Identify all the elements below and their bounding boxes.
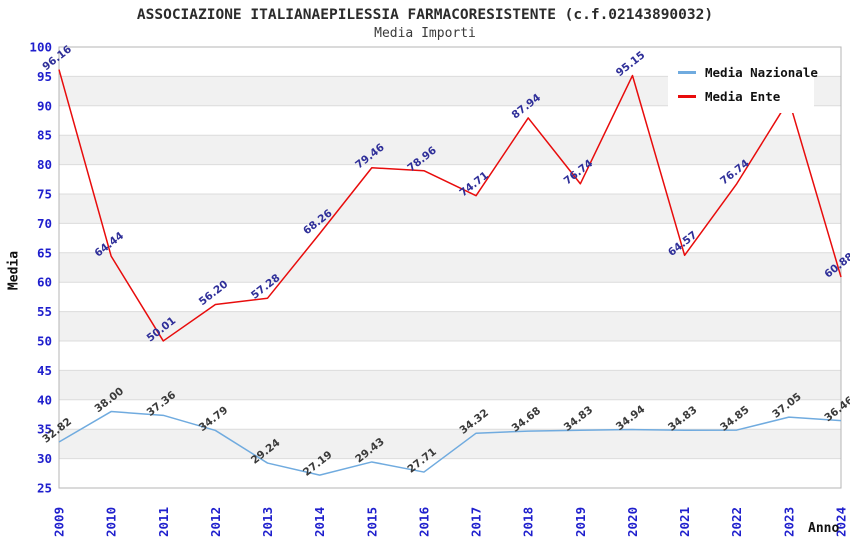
- y-tick-label: 80: [37, 157, 52, 172]
- legend-item-media-ente: Media Ente: [668, 84, 814, 108]
- legend: Media Nazionale Media Ente: [668, 55, 818, 113]
- x-tick-label: 2019: [573, 507, 588, 537]
- x-tick-label: 2018: [521, 507, 536, 537]
- y-tick-label: 65: [37, 245, 52, 260]
- x-tick-label: 2024: [834, 507, 849, 537]
- media-nazionale-line-swatch: [678, 70, 696, 74]
- plot-band: [59, 194, 841, 224]
- legend-label-media-nazionale: Media Nazionale: [705, 64, 818, 80]
- plot-band: [59, 370, 841, 400]
- y-tick-label: 35: [37, 422, 52, 437]
- x-tick-label: 2011: [156, 507, 171, 537]
- plot-band: [59, 429, 841, 459]
- plot-border: [58, 46, 842, 489]
- y-tick-label: 40: [37, 392, 52, 407]
- y-tick-label: 25: [37, 481, 52, 496]
- y-tick-label: 50: [37, 334, 52, 349]
- y-tick-label: 60: [37, 275, 52, 290]
- x-axis-title: Anno: [808, 521, 840, 536]
- y-axis-title: Media: [6, 250, 22, 291]
- x-tick-label: 2017: [469, 507, 484, 537]
- media-nazionale-line: [58, 410, 842, 476]
- x-tick-label: 2023: [781, 507, 796, 537]
- media-ente-line: [58, 69, 842, 342]
- plot-band: [59, 252, 841, 283]
- y-tick-label: 95: [37, 69, 52, 84]
- y-tick-label: 45: [37, 363, 52, 378]
- media-nazionale-point-label: 34.94: [614, 403, 648, 433]
- y-tick-label: 75: [37, 187, 52, 202]
- y-tick-label: 90: [37, 98, 52, 113]
- plot-band: [59, 135, 841, 165]
- x-tick-label: 2015: [364, 507, 379, 537]
- x-tick-label: 2010: [104, 507, 119, 537]
- x-tick-label: 2013: [260, 507, 275, 537]
- x-tick-label: 2020: [625, 507, 640, 537]
- x-tick-label: 2012: [208, 507, 223, 537]
- legend-label-media-ente: Media Ente: [705, 88, 781, 104]
- x-tick-label: 2014: [312, 507, 327, 537]
- y-tick-label: 85: [37, 128, 52, 143]
- legend-item-media-nazionale: Media Nazionale: [668, 60, 818, 84]
- media-ente-line-swatch: [678, 94, 696, 98]
- chart-subtitle: Media Importi: [374, 26, 476, 41]
- y-tick-label: 30: [37, 451, 52, 466]
- media-ente-point-label: 95.15: [614, 49, 648, 79]
- plot-band: [59, 311, 841, 341]
- x-tick-label: 2009: [52, 507, 67, 537]
- x-tick-label: 2022: [729, 507, 744, 537]
- x-tick-label: 2016: [416, 507, 431, 537]
- x-tick-label: 2021: [677, 507, 692, 537]
- y-tick-label: 55: [37, 304, 52, 319]
- y-tick-label: 100: [29, 40, 52, 55]
- y-tick-label: 70: [37, 216, 52, 231]
- chart-title: ASSOCIAZIONE ITALIANAEPILESSIA FARMACORE…: [136, 7, 714, 23]
